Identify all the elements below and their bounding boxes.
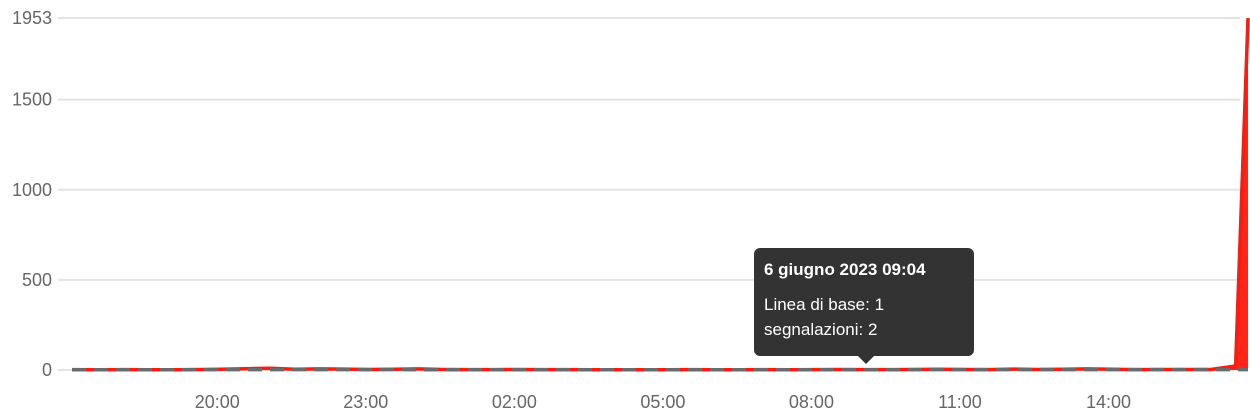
x-tick-label: 08:00 [789,392,834,412]
grid-lines [58,17,1240,371]
x-tick-label: 11:00 [938,392,982,412]
reports-line [71,17,1250,372]
x-tick-label: 23:00 [343,392,388,412]
y-tick-label: 1953 [12,8,52,28]
y-tick-label: 1000 [12,180,52,200]
y-tick-label: 500 [22,270,52,290]
x-tick-label: 05:00 [640,392,685,412]
chart-tooltip: 6 giugno 2023 09:04 Linea di base: 1 seg… [754,248,974,364]
reports-area [72,18,1248,370]
tooltip-baseline: Linea di base: 1 [764,295,885,314]
tooltip-reports: segnalazioni: 2 [764,320,878,339]
x-tick-label: 20:00 [195,392,240,412]
y-tick-label: 0 [42,360,52,380]
x-tick-label: 14:00 [1086,392,1131,412]
tooltip-title: 6 giugno 2023 09:04 [764,260,926,279]
y-axis-ticks: 0 500 1000 1500 1953 [12,8,52,380]
x-axis-ticks: 20:00 23:00 02:00 05:00 08:00 11:00 14:00 [195,392,1131,412]
tooltip-arrow [858,356,874,364]
series-group [71,17,1250,372]
x-tick-label: 02:00 [492,392,537,412]
y-tick-label: 1500 [12,90,52,110]
